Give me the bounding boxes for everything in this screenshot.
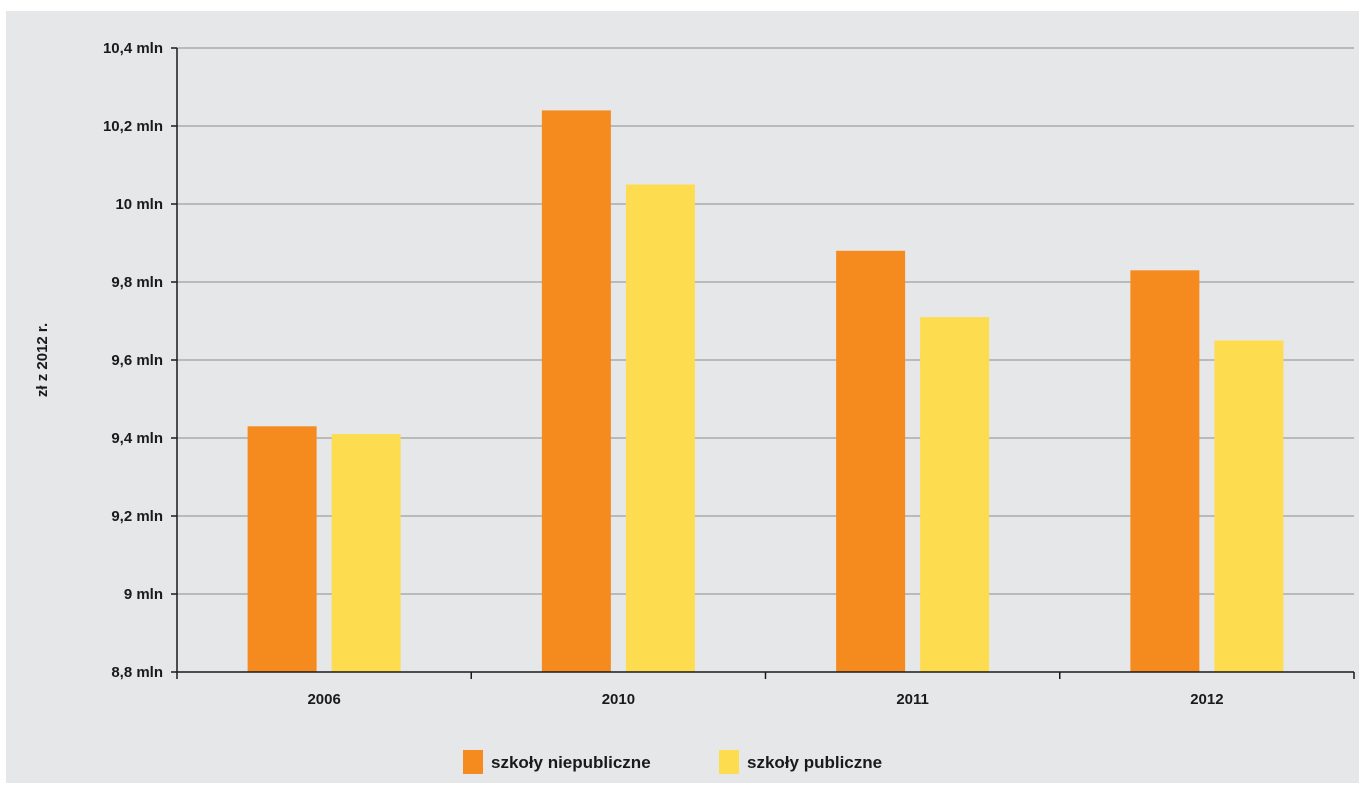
bar-publiczne-2010 — [625, 184, 695, 672]
y-tick-label: 9 mln — [124, 586, 163, 603]
y-tick-label: 9,2 mln — [111, 508, 163, 525]
chart-panel: 8,8 mln 9 mln 9,2 mln 9,4 mln 9,6 mln 9,8 mln… — [6, 11, 1359, 783]
y-tick-label: 10,4 mln — [103, 40, 163, 57]
bars — [247, 110, 1284, 673]
legend-label: szkoły publiczne — [747, 753, 882, 772]
bar-publiczne-2006 — [331, 434, 401, 672]
bar-niepubliczne-2012 — [1130, 270, 1200, 672]
bar-niepubliczne-2010 — [541, 110, 611, 672]
x-tick-label: 2012 — [1190, 691, 1223, 708]
y-tick-labels: 8,8 mln 9 mln 9,2 mln 9,4 mln 9,6 mln 9,8 mln… — [103, 40, 163, 681]
y-tick-label: 8,8 mln — [111, 664, 163, 681]
legend-label: szkoły niepubliczne — [491, 753, 651, 772]
y-tick-label: 9,4 mln — [111, 430, 163, 447]
axes — [171, 47, 1355, 679]
x-tick-label: 2006 — [307, 691, 340, 708]
legend: szkoły niepubliczne szkoły publiczne — [463, 750, 882, 774]
y-tick-label: 9,6 mln — [111, 352, 163, 369]
bar-niepubliczne-2011 — [836, 250, 906, 673]
x-tick-labels: 2006 2010 2011 2012 — [307, 691, 1223, 708]
y-tick-label: 10,2 mln — [103, 118, 163, 135]
bar-publiczne-2012 — [1214, 340, 1284, 672]
y-tick-label: 10 mln — [115, 196, 163, 213]
y-tick-label: 9,8 mln — [111, 274, 163, 291]
bar-publiczne-2011 — [920, 317, 990, 672]
bar-niepubliczne-2006 — [247, 426, 317, 672]
x-tick-label: 2011 — [896, 691, 929, 708]
y-axis-title: zł z 2012 r. — [34, 323, 51, 397]
legend-swatch — [463, 750, 483, 774]
bar-chart: 8,8 mln 9 mln 9,2 mln 9,4 mln 9,6 mln 9,8 mln… — [34, 40, 1355, 774]
legend-swatch — [719, 750, 739, 774]
x-tick-label: 2010 — [602, 691, 635, 708]
